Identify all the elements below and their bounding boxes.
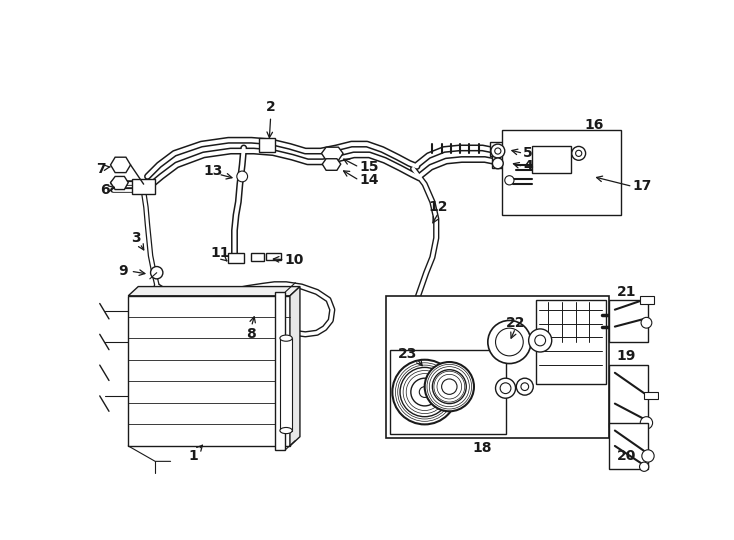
Bar <box>532 146 571 173</box>
Circle shape <box>642 450 654 462</box>
Circle shape <box>411 378 438 406</box>
Text: 5: 5 <box>523 146 533 160</box>
Circle shape <box>425 362 474 411</box>
Text: 12: 12 <box>429 200 448 214</box>
Text: 7: 7 <box>96 162 106 176</box>
Circle shape <box>419 387 430 397</box>
Bar <box>501 130 621 215</box>
Bar <box>644 392 658 399</box>
Polygon shape <box>111 177 128 190</box>
Text: 22: 22 <box>506 316 526 330</box>
Circle shape <box>535 335 545 346</box>
Text: 11: 11 <box>211 246 230 260</box>
Text: 3: 3 <box>131 231 141 245</box>
Bar <box>640 296 654 303</box>
Text: 23: 23 <box>398 347 418 361</box>
Bar <box>609 423 648 469</box>
Circle shape <box>575 150 582 157</box>
Circle shape <box>572 146 586 160</box>
Text: 20: 20 <box>617 449 636 463</box>
Text: 13: 13 <box>203 164 222 178</box>
Text: 17: 17 <box>633 179 652 193</box>
Circle shape <box>400 367 449 417</box>
Text: 21: 21 <box>617 285 636 299</box>
Circle shape <box>505 176 514 185</box>
Circle shape <box>495 148 501 154</box>
Polygon shape <box>111 157 131 173</box>
Text: 2: 2 <box>266 100 275 114</box>
Text: 15: 15 <box>359 160 379 174</box>
Bar <box>493 154 509 168</box>
Circle shape <box>500 383 511 394</box>
Circle shape <box>150 267 163 279</box>
Text: 1: 1 <box>189 449 199 463</box>
Bar <box>609 300 648 342</box>
Circle shape <box>495 328 523 356</box>
Bar <box>275 292 286 450</box>
Circle shape <box>640 417 653 429</box>
Text: 8: 8 <box>247 327 256 341</box>
Bar <box>252 253 264 261</box>
Circle shape <box>237 171 247 182</box>
Circle shape <box>639 462 649 471</box>
Bar <box>537 300 606 384</box>
Circle shape <box>393 360 457 424</box>
Text: 9: 9 <box>118 264 128 278</box>
Circle shape <box>521 383 528 390</box>
Bar <box>609 365 648 427</box>
Text: 19: 19 <box>617 349 636 363</box>
Bar <box>259 138 275 152</box>
Circle shape <box>488 320 531 363</box>
Polygon shape <box>290 287 300 446</box>
Text: 18: 18 <box>473 441 493 455</box>
Circle shape <box>432 370 466 403</box>
Text: 10: 10 <box>285 253 304 267</box>
Polygon shape <box>322 159 341 170</box>
Ellipse shape <box>280 335 292 341</box>
Circle shape <box>442 379 457 394</box>
Circle shape <box>528 329 552 352</box>
Polygon shape <box>128 296 290 446</box>
Circle shape <box>516 378 534 395</box>
Polygon shape <box>132 179 155 194</box>
Bar <box>228 253 244 262</box>
Circle shape <box>495 378 515 398</box>
Text: 6: 6 <box>101 183 110 197</box>
Circle shape <box>493 158 504 168</box>
Bar <box>490 142 507 156</box>
Polygon shape <box>128 287 300 296</box>
Bar <box>280 338 292 430</box>
Text: 16: 16 <box>584 118 604 132</box>
Bar <box>266 253 281 260</box>
Circle shape <box>491 144 505 158</box>
Polygon shape <box>321 147 343 160</box>
Bar <box>390 350 506 434</box>
Bar <box>386 296 609 438</box>
Text: 4: 4 <box>523 159 533 173</box>
Ellipse shape <box>280 428 292 434</box>
Circle shape <box>641 318 652 328</box>
Text: 14: 14 <box>359 173 379 187</box>
